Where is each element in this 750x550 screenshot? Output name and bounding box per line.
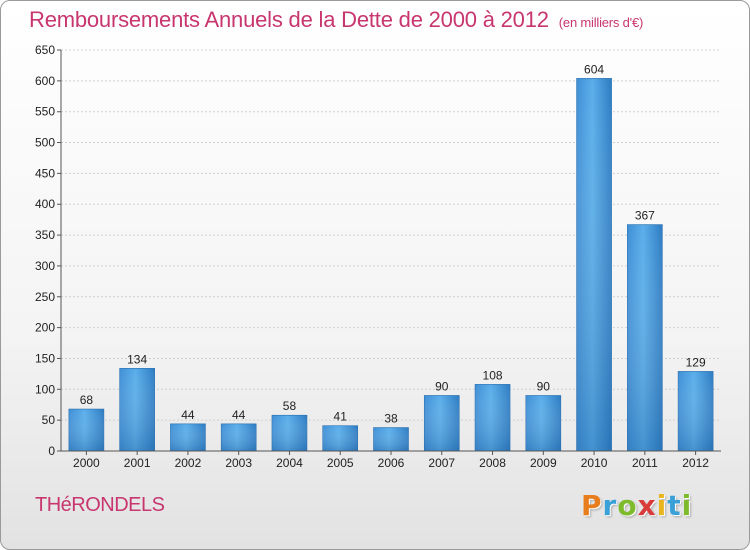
bar-shade [119,368,155,451]
bar-shade [373,427,409,451]
x-tick-label: 2002 [175,456,202,470]
x-tick-label: 2005 [327,456,354,470]
y-tick-label: 600 [35,74,55,88]
y-tick-label: 250 [35,290,55,304]
y-tick-label: 300 [35,259,55,273]
bar-shade [576,78,612,451]
bar-value-label: 38 [384,412,398,426]
y-tick-label: 150 [35,351,55,365]
x-tick-label: 2008 [479,456,506,470]
bar-shade [424,395,460,451]
x-tick-label: 2010 [581,456,608,470]
chart-unit: (en milliers d'€) [558,15,644,30]
y-tick-label: 200 [35,321,55,335]
y-tick-label: 650 [35,43,55,57]
bar-value-label: 108 [483,368,503,382]
bar-value-label: 604 [584,62,604,76]
grid-lines [61,49,721,452]
x-tick-label: 2006 [378,456,405,470]
logo-letter: i [656,489,668,522]
y-tick-label: 0 [48,444,55,458]
x-tick-label: 2000 [73,456,100,470]
x-tick-label: 2001 [124,456,151,470]
logo-letter: r [602,489,618,522]
bar-shade [475,384,511,451]
bar-shade [322,425,358,451]
chart-title-text: Remboursements Annuels de la Dette de 20… [29,7,549,32]
y-tick-label: 50 [42,413,56,427]
bars: 68 134 44 44 58 41 38 90 108 90 604 367 129 [68,62,714,452]
x-tick-label: 2003 [225,456,252,470]
bar-value-label: 129 [686,355,706,369]
bar-shade [627,224,663,451]
bar-shade [525,395,561,451]
y-tick-label: 500 [35,136,55,150]
logo-letter: t [667,489,682,522]
bar-shade [68,409,104,451]
logo-letter: x [637,489,657,522]
bar-shade [678,371,714,451]
bar-shade [271,415,307,451]
x-tick-label: 2011 [632,456,658,470]
bar-shade [170,423,206,451]
axes: 0 50 100 150 200 250 300 350 400 450 500 550 600 650 2… [35,43,721,470]
y-tick-label: 100 [35,382,55,396]
proxiti-logo: Proxiti [581,489,692,522]
x-tick-label: 2009 [530,456,557,470]
bar-value-label: 44 [232,408,246,422]
logo-letter: o [617,489,638,522]
y-tick-label: 550 [35,105,55,119]
x-tick-label: 2012 [682,456,709,470]
y-tick-label: 350 [35,228,55,242]
bar-value-label: 58 [283,399,297,413]
y-tick-label: 400 [35,197,55,211]
bar-value-label: 90 [537,379,551,393]
bar-value-label: 44 [181,408,195,422]
logo-letter: P [581,489,603,522]
bar-value-label: 41 [334,410,348,424]
y-tick-label: 450 [35,166,55,180]
bar-value-label: 367 [635,209,655,223]
bar-shade [221,423,257,451]
x-tick-label: 2004 [276,456,303,470]
x-tick-label: 2007 [428,456,455,470]
bar-value-label: 90 [435,379,449,393]
logo-letter: i [681,489,693,522]
bar-value-label: 134 [127,352,147,366]
chart-title: Remboursements Annuels de la Dette de 20… [29,7,643,33]
bar-value-label: 68 [80,393,94,407]
commune-name: THéRONDELS [35,494,165,516]
